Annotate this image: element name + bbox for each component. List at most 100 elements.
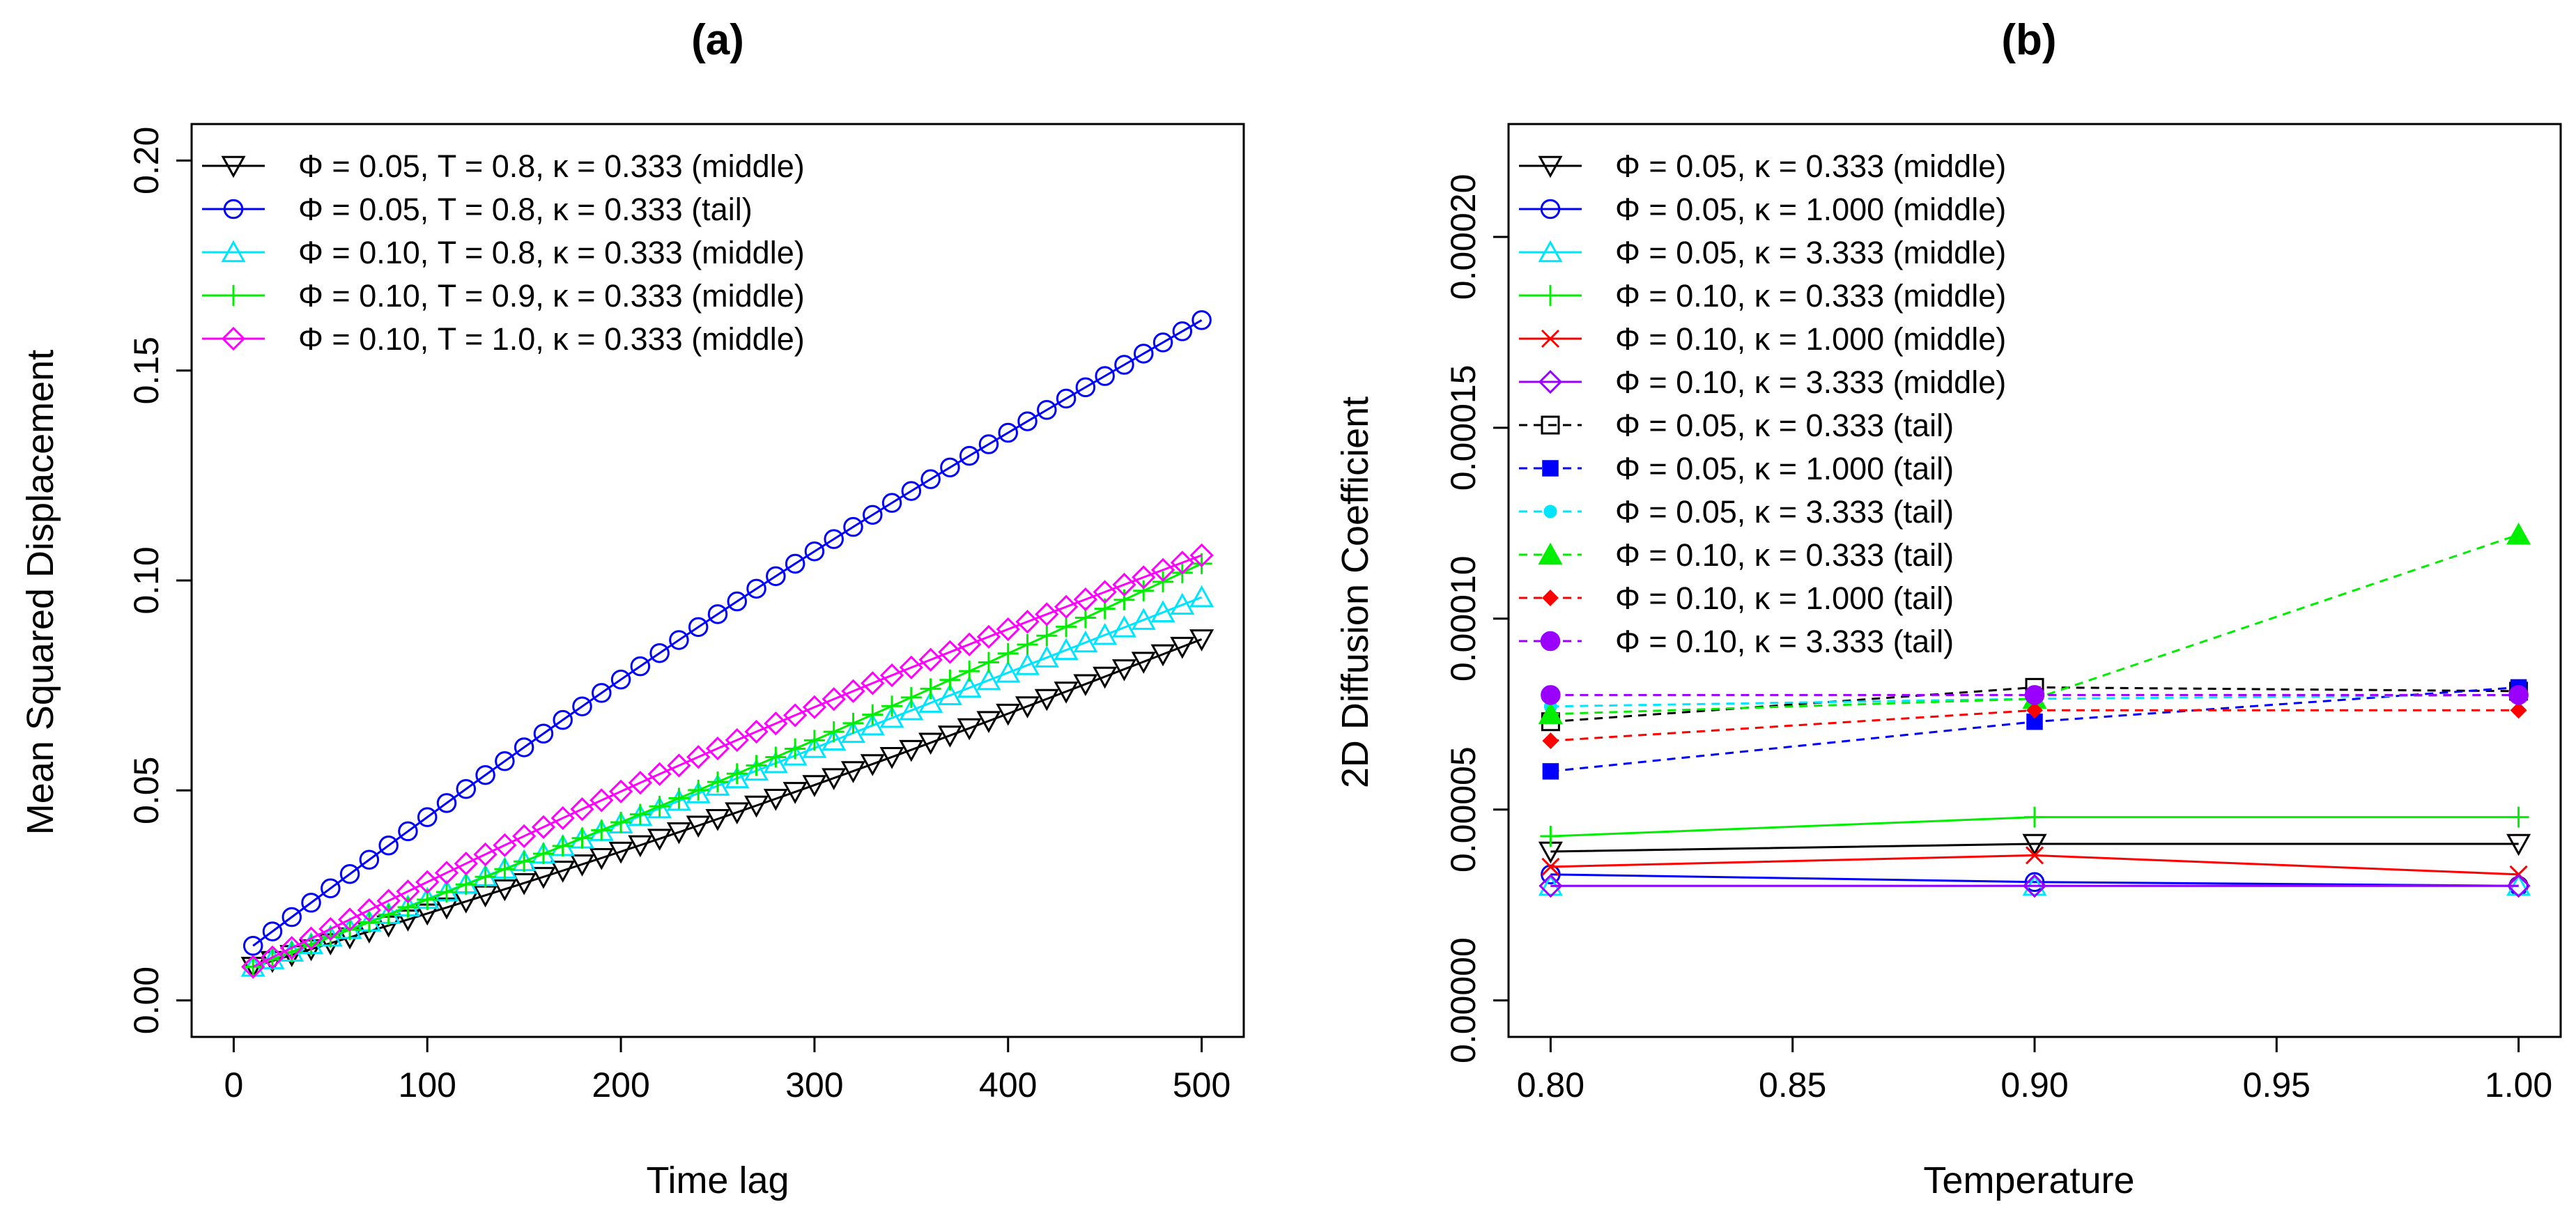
data-point <box>532 843 554 865</box>
panel-a-plot-frame <box>190 123 1245 1038</box>
data-point <box>1172 321 1193 341</box>
data-point <box>589 788 614 813</box>
data-point <box>1017 411 1038 431</box>
data-point <box>1035 602 1059 626</box>
legend-item: Φ = 0.05, κ = 3.333 (middle) <box>1519 235 2006 270</box>
data-point <box>822 728 847 751</box>
data-point <box>1093 666 1118 689</box>
legend-marker <box>223 285 244 306</box>
data-point <box>436 882 458 903</box>
panel-a-ylabel: Mean Squared Displacement <box>20 350 61 835</box>
data-point <box>1093 580 1117 604</box>
legend-item: Φ = 0.10, κ = 1.000 (middle) <box>1519 321 2006 357</box>
data-point <box>804 541 825 562</box>
data-point <box>492 879 517 902</box>
data-point <box>938 640 962 664</box>
legend-label: Φ = 0.05, κ = 0.333 (middle) <box>1615 148 2006 184</box>
data-point <box>493 833 517 857</box>
data-point <box>1095 366 1115 386</box>
data-point <box>1114 355 1134 375</box>
x-tick-label: 400 <box>979 1065 1037 1105</box>
data-point <box>764 711 788 736</box>
x-tick-label: 300 <box>785 1065 843 1105</box>
data-point <box>1150 644 1175 667</box>
data-point <box>1540 826 1561 847</box>
data-point <box>1170 636 1195 659</box>
data-point <box>688 779 709 801</box>
panel-b-legend: Φ = 0.05, κ = 0.333 (middle) Φ = 0.05, κ … <box>1519 148 2006 659</box>
data-point <box>725 766 750 789</box>
x-tick-label: 1.00 <box>2485 1065 2552 1105</box>
legend-item: Φ = 0.10, κ = 1.000 (tail) <box>1519 580 1954 616</box>
data-point <box>279 936 304 960</box>
legend-marker <box>221 155 246 178</box>
data-point <box>241 955 265 979</box>
data-point <box>2024 806 2045 828</box>
data-point <box>630 656 651 677</box>
data-point <box>1036 625 1058 647</box>
data-point <box>940 457 960 478</box>
x-tick-label: 200 <box>592 1065 649 1105</box>
data-point <box>707 604 728 624</box>
data-point <box>337 907 362 932</box>
series-0-05-0-333-middle <box>1538 833 2531 864</box>
data-point <box>1170 592 1195 615</box>
legend-marker <box>1538 542 1563 565</box>
data-point <box>667 753 691 778</box>
legend-label: Φ = 0.10, T = 1.0, κ = 0.333 (middle) <box>298 321 805 357</box>
data-point <box>2022 874 2047 898</box>
data-point <box>2506 874 2531 898</box>
data-point <box>707 771 728 793</box>
data-point <box>1073 674 1098 697</box>
data-point <box>1054 682 1079 704</box>
data-point <box>669 630 689 650</box>
data-point <box>998 422 1019 443</box>
y-tick-label: 0.00020 <box>1444 174 1483 300</box>
data-point <box>899 739 924 762</box>
data-point <box>359 849 380 870</box>
data-point <box>705 808 730 831</box>
legend-marker <box>1543 505 1557 518</box>
panel-b: (b) Temperature 2D Diffusion Coefficient… <box>1334 16 2562 1201</box>
data-point <box>358 911 380 933</box>
legend-label: Φ = 0.10, κ = 1.000 (tail) <box>1615 580 1954 616</box>
data-point <box>608 779 633 803</box>
data-point <box>531 815 556 839</box>
data-point <box>550 806 575 831</box>
data-point <box>802 736 827 758</box>
data-point <box>1131 652 1156 674</box>
data-point <box>879 747 904 769</box>
data-point <box>957 632 982 656</box>
panel-b-xlabel: Temperature <box>1923 1160 2134 1201</box>
data-point <box>378 904 399 925</box>
series-line <box>1550 873 2519 887</box>
legend-item: Φ = 0.05, T = 0.8, κ = 0.333 (tail) <box>202 192 753 227</box>
data-point <box>301 893 321 913</box>
data-point <box>957 675 982 698</box>
panel-a-xlabel: Time lag <box>646 1160 789 1201</box>
legend-label: Φ = 0.10, κ = 1.000 (middle) <box>1615 321 2006 357</box>
data-point <box>1191 310 1212 330</box>
data-point <box>415 870 440 894</box>
y-tick-label: 0.00010 <box>1444 555 1483 682</box>
data-point <box>1111 615 1137 638</box>
x-tick-label: 0.95 <box>2243 1065 2311 1105</box>
data-point <box>378 836 399 856</box>
legend-item: Φ = 0.05, T = 0.8, κ = 0.333 (middle) <box>202 148 805 184</box>
data-point <box>1034 645 1059 668</box>
data-point <box>918 647 943 672</box>
data-point <box>822 687 846 711</box>
data-point <box>553 709 573 730</box>
data-point <box>822 768 847 790</box>
data-point <box>2506 833 2531 856</box>
data-point <box>1133 344 1154 364</box>
legend-label: Φ = 0.10, κ = 3.333 (tail) <box>1615 624 1954 659</box>
data-point <box>843 516 863 537</box>
data-point <box>746 578 766 599</box>
data-point <box>766 566 786 587</box>
data-point <box>339 863 360 884</box>
data-point <box>610 812 632 833</box>
data-point <box>320 926 341 948</box>
data-point <box>281 907 302 928</box>
data-point <box>1015 653 1040 675</box>
